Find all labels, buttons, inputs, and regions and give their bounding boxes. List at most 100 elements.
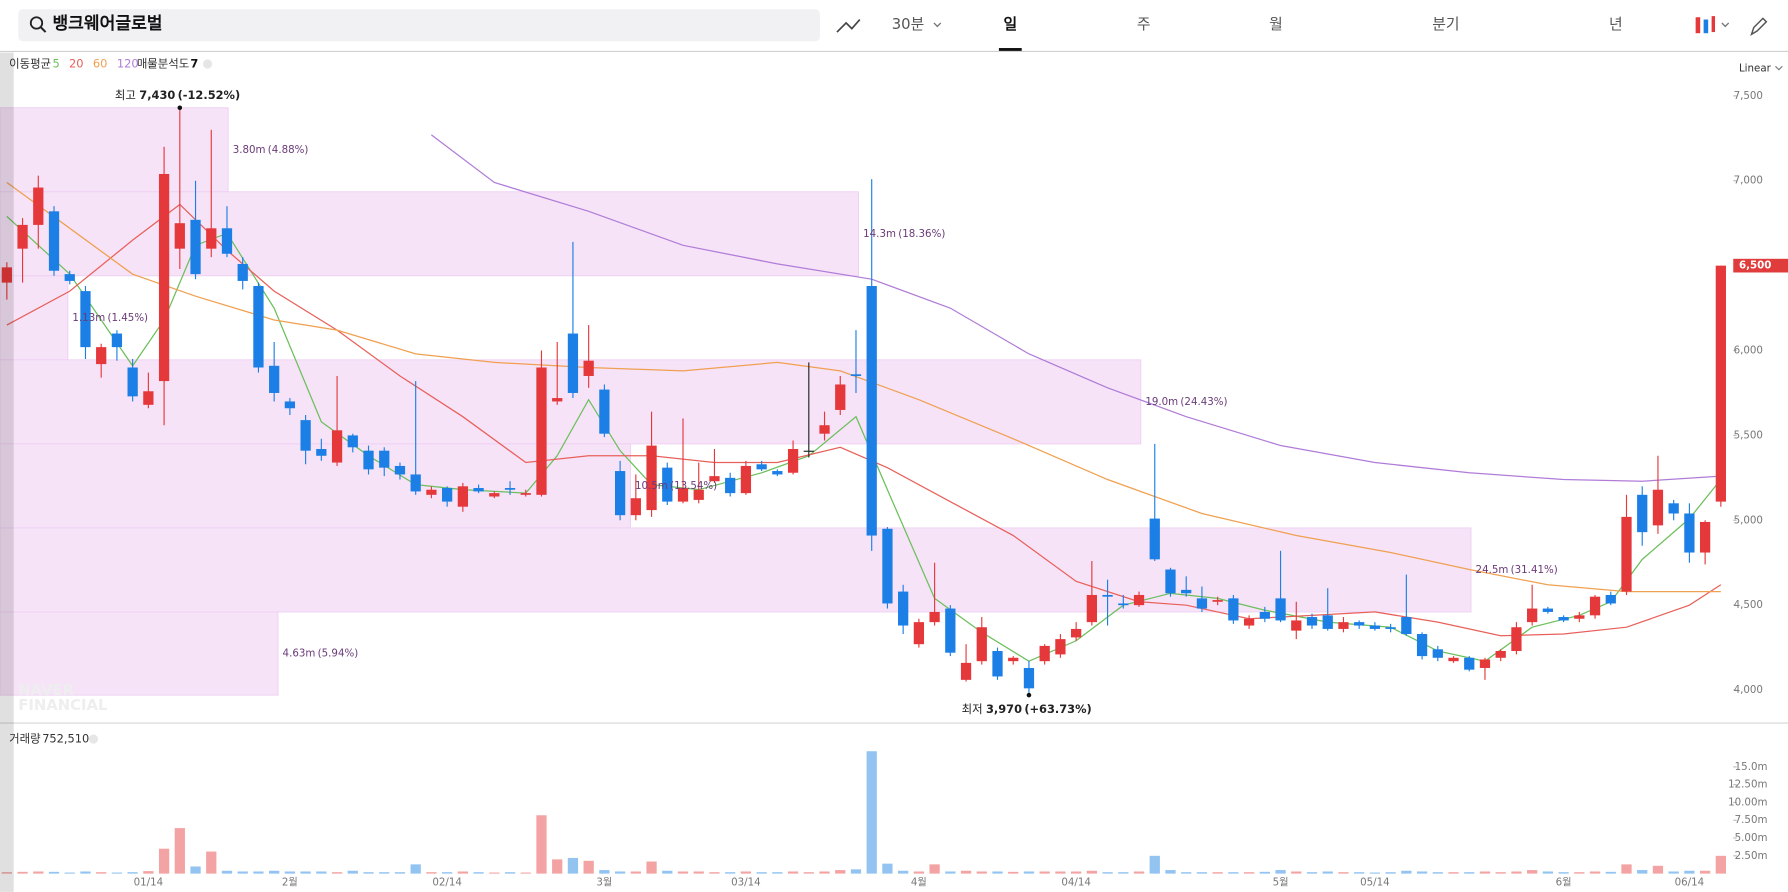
volume-bar <box>599 870 610 874</box>
candle-body <box>1306 617 1318 626</box>
legend-close[interactable] <box>202 59 213 69</box>
candle-body <box>772 471 783 475</box>
volume-bar <box>1008 871 1019 874</box>
volume-profile-share: (31.41%) <box>1511 564 1558 576</box>
period-tab[interactable]: 일 <box>1003 16 1017 33</box>
volume-bar <box>64 872 75 874</box>
volume-bar <box>237 871 248 874</box>
x-tick-label: 01/14 <box>134 877 164 889</box>
volume-bar <box>583 860 594 874</box>
volume-bar <box>1621 864 1632 874</box>
volume-bar <box>662 870 673 874</box>
candle-body <box>1369 625 1381 629</box>
volume-bar <box>379 872 390 874</box>
candle-body <box>960 662 972 680</box>
candle-body <box>347 435 358 448</box>
stock-name[interactable]: 뱅크웨어글로벌 <box>52 14 162 34</box>
volume-bar <box>457 871 468 874</box>
candle-body <box>1039 645 1050 662</box>
scale-chevron[interactable] <box>1775 65 1783 71</box>
interval-chevron[interactable] <box>933 22 942 28</box>
volume-profile-label: 10.5m (13.54%) <box>635 480 717 492</box>
candle-body <box>17 224 28 249</box>
period-tab[interactable]: 주 <box>1137 16 1151 33</box>
candle-body <box>976 627 987 662</box>
draw-tool-icon[interactable] <box>1750 17 1768 37</box>
legend-close[interactable] <box>147 59 157 69</box>
volume-bar <box>174 828 185 874</box>
extreme-prefix: 최저 <box>962 701 983 715</box>
volume-bar <box>945 871 956 874</box>
search-box[interactable] <box>18 9 820 42</box>
volume-bar <box>1605 871 1616 874</box>
volume-bar <box>567 857 579 874</box>
period-tab[interactable]: 분기 <box>1432 16 1459 33</box>
ma-legend-entry[interactable]: 60 <box>93 56 107 70</box>
chart-type-icon[interactable] <box>1711 16 1716 33</box>
volume-tick-label: 7.50m <box>1735 814 1768 826</box>
volume-bar <box>630 871 641 874</box>
volume-profile-share: (5.94%) <box>318 648 359 660</box>
candle-body <box>1589 596 1601 616</box>
candle-body <box>1668 503 1679 514</box>
volume-bar <box>1 872 12 874</box>
volume-bar <box>190 866 201 874</box>
volume-profile-volume: 3.80m <box>233 144 266 156</box>
volume-bar <box>1401 870 1412 874</box>
volume-bar <box>1196 872 1208 874</box>
profile-legend-title[interactable]: 매물분석도 <box>137 56 189 70</box>
candle-body <box>1527 608 1538 623</box>
candle-body <box>630 498 641 516</box>
volume-bar <box>1322 871 1333 874</box>
volume-bar <box>882 863 893 874</box>
period-tab[interactable]: 년 <box>1609 16 1623 33</box>
volume-bar <box>442 872 453 874</box>
candle-body <box>1275 598 1286 621</box>
ma-legend-entry[interactable]: 120 <box>117 56 139 70</box>
chart-type-icon[interactable] <box>1695 17 1701 34</box>
volume-bar <box>1684 870 1695 874</box>
candle-body <box>1448 657 1459 662</box>
x-tick-label: 4월 <box>911 877 927 889</box>
volume-bar <box>992 871 1003 874</box>
volume-bar <box>1306 872 1318 874</box>
volume-bar <box>1448 872 1459 874</box>
candle-body <box>316 448 327 456</box>
volume-bar <box>1432 872 1443 874</box>
volume-bar <box>17 871 28 874</box>
indicator-icon[interactable] <box>836 18 861 33</box>
volume-bar <box>221 870 233 874</box>
extreme-label: 최고 7,430 (-12.52%) <box>115 88 240 102</box>
chart-type-chevron[interactable] <box>1721 22 1730 28</box>
chart-type-icon[interactable] <box>1703 19 1709 34</box>
candle-body <box>929 611 940 623</box>
candle-body <box>221 228 233 254</box>
volume-bar <box>1228 872 1239 874</box>
candle-body <box>913 622 925 645</box>
scale-mode[interactable]: Linear <box>1739 63 1772 75</box>
interval-selector[interactable]: 30분 <box>892 16 924 33</box>
candle-body <box>96 347 107 365</box>
x-tick-label: 06/14 <box>1675 877 1705 889</box>
volume-bar <box>331 872 343 874</box>
volume-bar <box>1574 872 1585 874</box>
volume-bar <box>1464 872 1475 874</box>
volume-profile-band <box>0 527 1472 613</box>
legend-close[interactable] <box>88 734 99 744</box>
volume-bar <box>143 871 154 874</box>
candle-body <box>190 219 201 275</box>
active-tab-underline <box>998 48 1022 52</box>
candle-body <box>725 477 736 494</box>
candle-body <box>1574 615 1585 619</box>
volume-bar <box>253 871 264 874</box>
y-tick-label: 7,000 <box>1734 175 1763 187</box>
candle-body <box>284 401 296 409</box>
period-tab[interactable]: 월 <box>1269 16 1283 33</box>
volume-bar <box>819 871 830 874</box>
candle-body <box>520 493 531 495</box>
ma-legend-entry[interactable]: 20 <box>69 56 84 70</box>
volume-bar <box>316 871 327 874</box>
x-tick-label: 3월 <box>596 877 612 889</box>
ma-legend-entry[interactable]: 5 <box>52 56 59 70</box>
volume-bar <box>96 872 107 874</box>
